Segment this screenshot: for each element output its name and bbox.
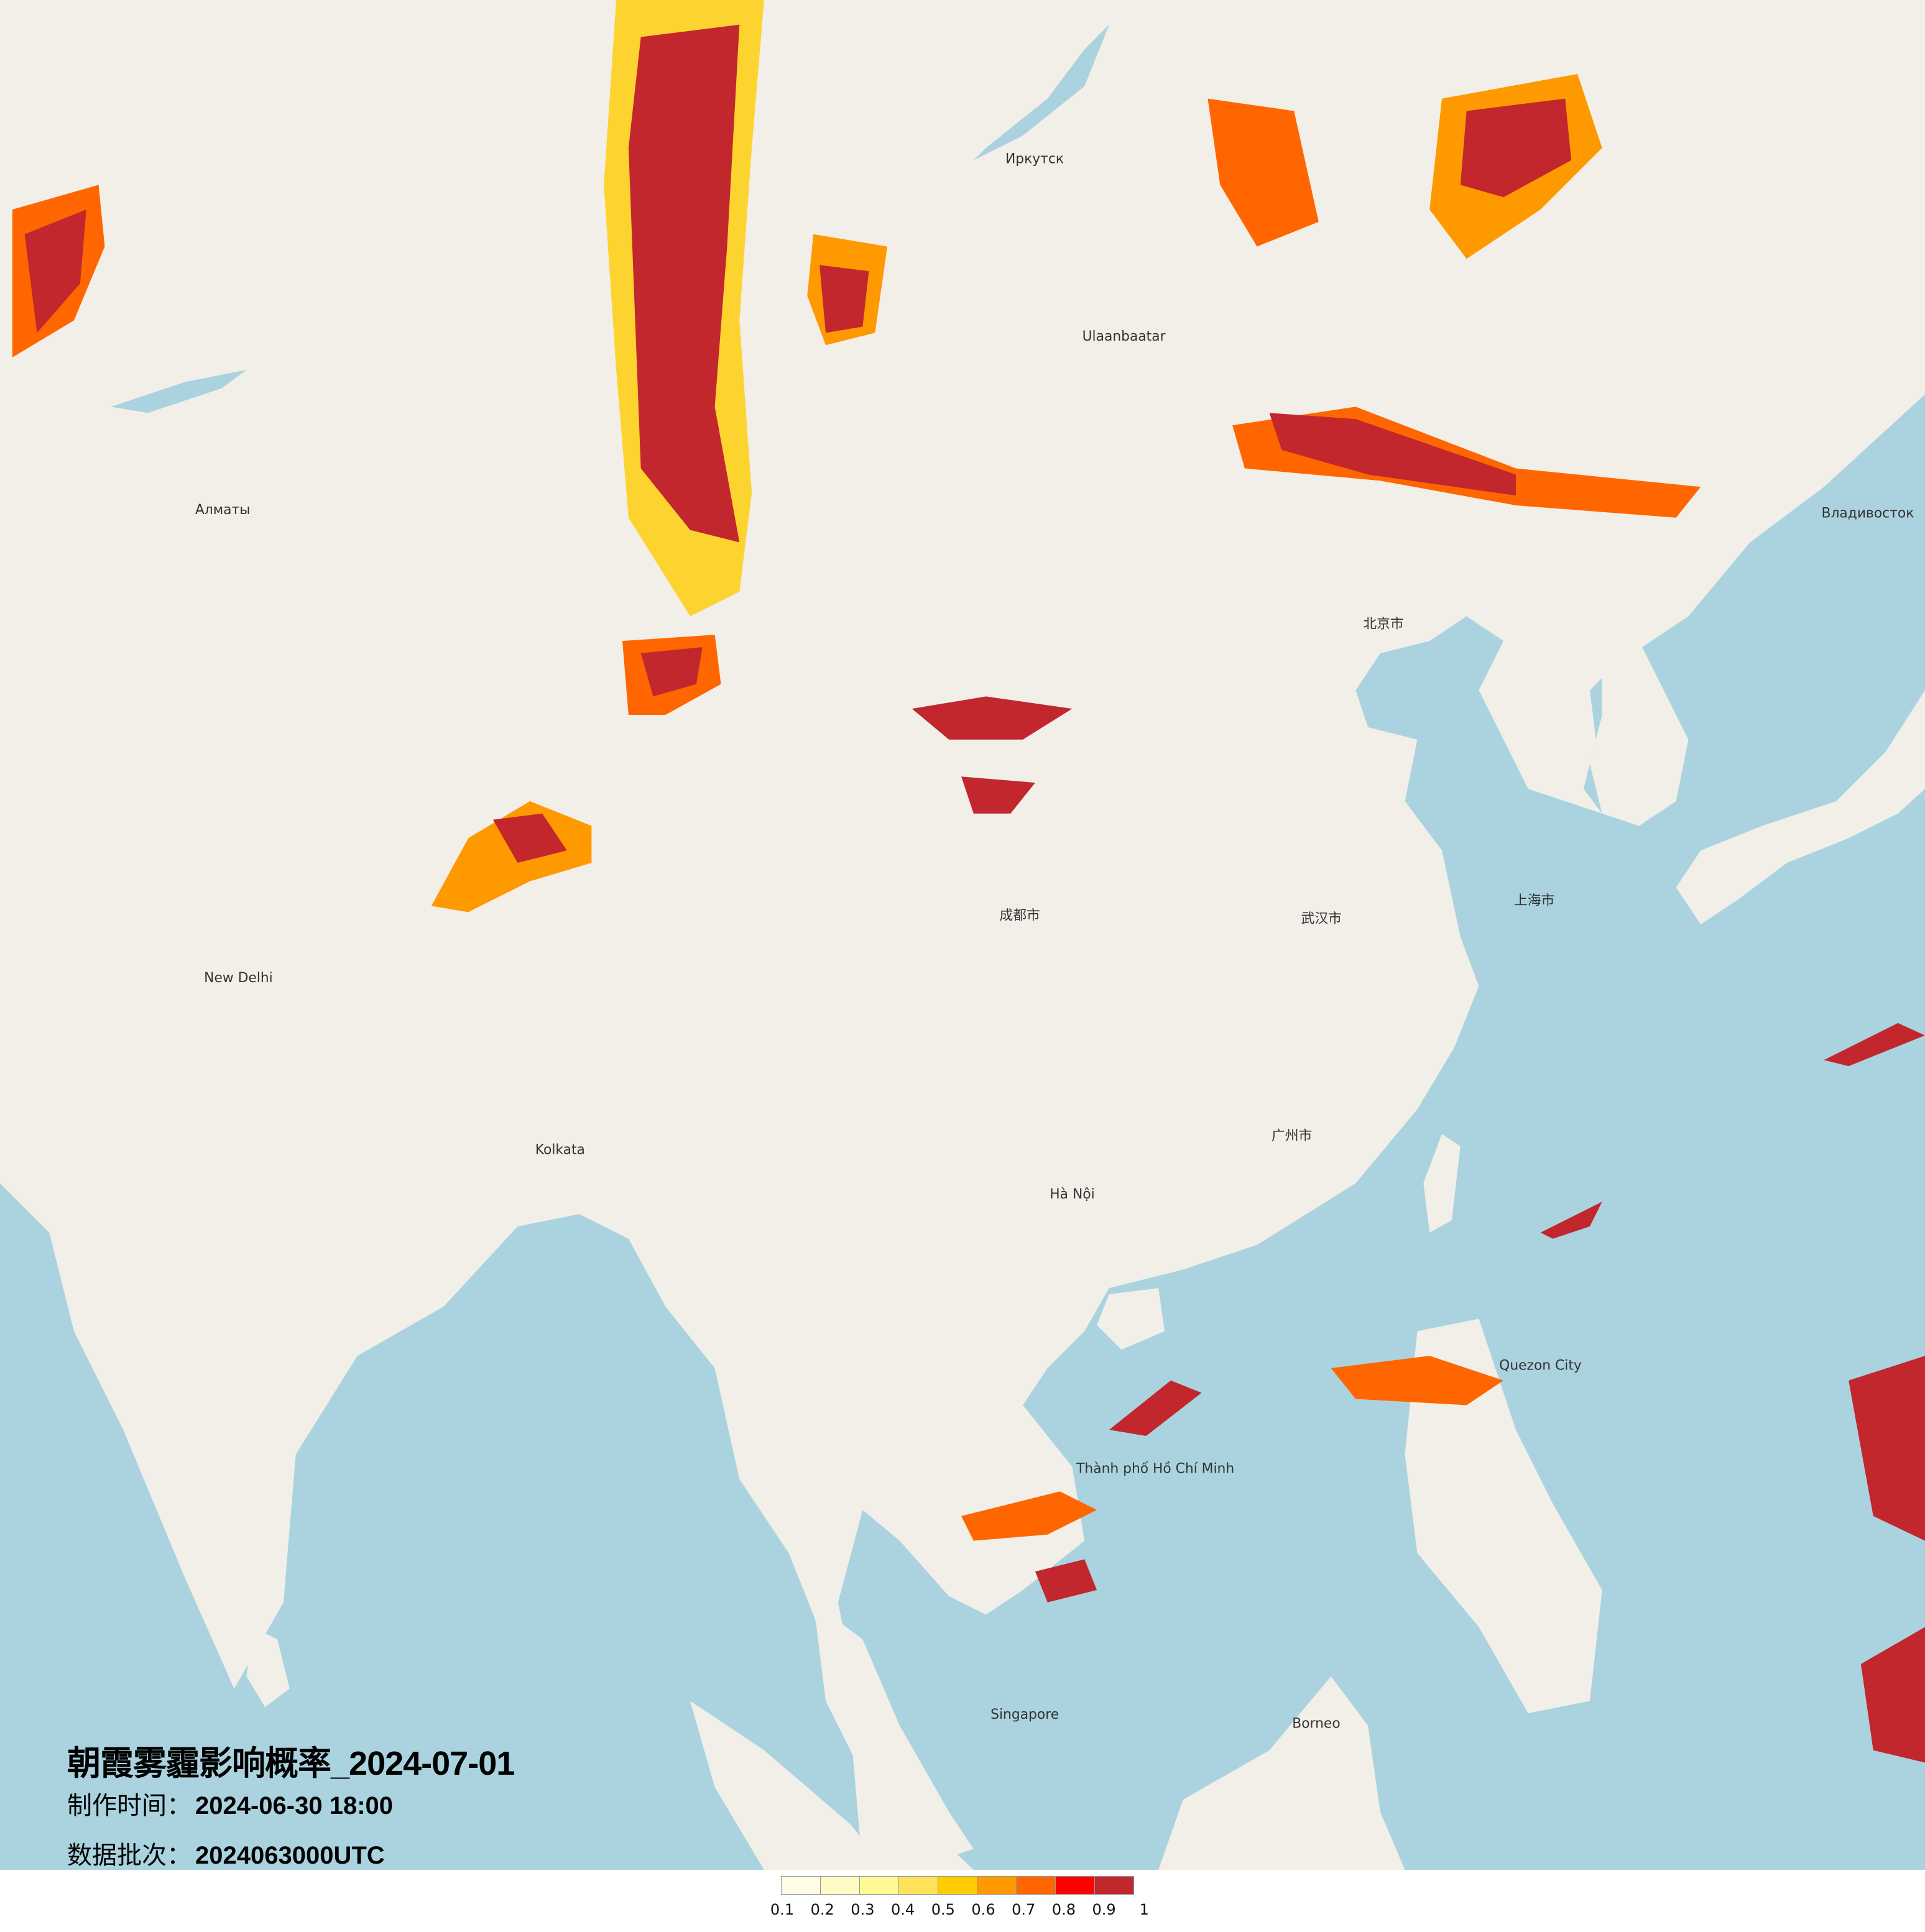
- legend-tick: 0.1: [770, 1901, 795, 1918]
- city-label: Ulaanbaatar: [1083, 329, 1166, 344]
- legend-tick: 0.4: [891, 1901, 915, 1918]
- city-label: Kolkata: [535, 1143, 585, 1158]
- data-batch-value: 2024063000UTC: [195, 1842, 385, 1869]
- legend-tick: 0.2: [810, 1901, 834, 1918]
- city-label: Иркутск: [1005, 152, 1064, 167]
- field-gansu2: [961, 776, 1035, 814]
- production-time-label: 制作时间：: [67, 1792, 192, 1820]
- land-korea: [1589, 641, 1689, 826]
- color-legend: [781, 1876, 1134, 1895]
- legend-swatch: [938, 1876, 977, 1895]
- legend-swatch: [1094, 1876, 1134, 1895]
- legend-swatch: [977, 1876, 1017, 1895]
- probability-fields: [12, 0, 1925, 1763]
- legend-swatch: [820, 1876, 860, 1895]
- production-time: 制作时间： 2024-06-30 18:00: [67, 1785, 393, 1821]
- legend-tick: 1: [1139, 1901, 1149, 1918]
- map-title: 朝霞雾霾影响概率_2024-07-01: [67, 1745, 515, 1782]
- city-label: 北京市: [1363, 616, 1403, 632]
- city-label: Hà Nội: [1050, 1187, 1094, 1202]
- land-philippines: [1405, 1318, 1602, 1714]
- legend-swatch: [898, 1876, 938, 1895]
- field-sea-east: [1540, 1202, 1602, 1239]
- legend-swatch: [859, 1876, 899, 1895]
- legend-tick: 0.7: [1012, 1901, 1036, 1918]
- production-time-value: 2024-06-30 18:00: [195, 1792, 394, 1819]
- field-pacific-2: [1849, 1356, 1925, 1541]
- city-label: Thành phố Hồ Chí Minh: [1076, 1461, 1234, 1476]
- data-batch-label: 数据批次：: [67, 1841, 192, 1870]
- city-label: 上海市: [1514, 893, 1554, 908]
- field-mongolia-core: [819, 265, 869, 333]
- field-vietnam: [961, 1491, 1097, 1541]
- field-pacific-3: [1860, 1627, 1925, 1763]
- land-sumatra: [690, 1701, 888, 1870]
- city-label: Quezon City: [1499, 1358, 1582, 1373]
- field-south-china-sea: [1109, 1380, 1202, 1437]
- lake-balkhash: [111, 369, 247, 413]
- field-xinjiang-core: [640, 647, 703, 697]
- city-label: Singapore: [990, 1707, 1059, 1723]
- lake-baikal: [973, 24, 1109, 160]
- land-hainan: [1097, 1288, 1165, 1350]
- field-mekong: [1035, 1559, 1097, 1603]
- field-luzon: [1331, 1356, 1504, 1405]
- field-west-siberia-core: [628, 24, 740, 543]
- field-transbaikal: [1207, 98, 1319, 247]
- field-pacific-1: [1824, 1023, 1925, 1067]
- land-sri-lanka: [246, 1627, 290, 1708]
- legend-tick: 0.5: [931, 1901, 955, 1918]
- city-label: Владивосток: [1822, 506, 1914, 522]
- city-label: 武汉市: [1301, 911, 1342, 926]
- legend-tick: 0.8: [1051, 1901, 1076, 1918]
- field-tibet-core: [492, 813, 567, 863]
- legend-tick: 0.3: [851, 1901, 875, 1918]
- legend-swatch: [1055, 1876, 1095, 1895]
- sea-west: [0, 1183, 863, 1870]
- field-northeast-core: [1269, 413, 1516, 496]
- land-japan: [1676, 690, 1925, 925]
- land-malay-peninsula: [813, 1602, 974, 1862]
- legend-swatch: [1016, 1876, 1056, 1895]
- legend-tick: 0.9: [1092, 1901, 1116, 1918]
- field-gansu: [912, 696, 1073, 740]
- legend-swatch: [781, 1876, 821, 1895]
- legend-ticks: 0.1 0.2 0.3 0.4 0.5 0.6 0.7 0.8 0.9 1: [770, 1901, 1169, 1926]
- city-label: Borneo: [1292, 1716, 1340, 1731]
- field-kazakh-core: [24, 209, 86, 333]
- legend-tick: 0.6: [971, 1901, 995, 1918]
- land-borneo: [1158, 1676, 1405, 1870]
- city-label: 成都市: [999, 908, 1040, 924]
- data-batch: 数据批次： 2024063000UTC: [67, 1835, 385, 1871]
- field-heilongjiang-core: [1460, 98, 1572, 198]
- city-label: Алматы: [195, 502, 251, 518]
- city-label: New Delhi: [204, 970, 273, 986]
- city-label: 广州市: [1272, 1128, 1312, 1144]
